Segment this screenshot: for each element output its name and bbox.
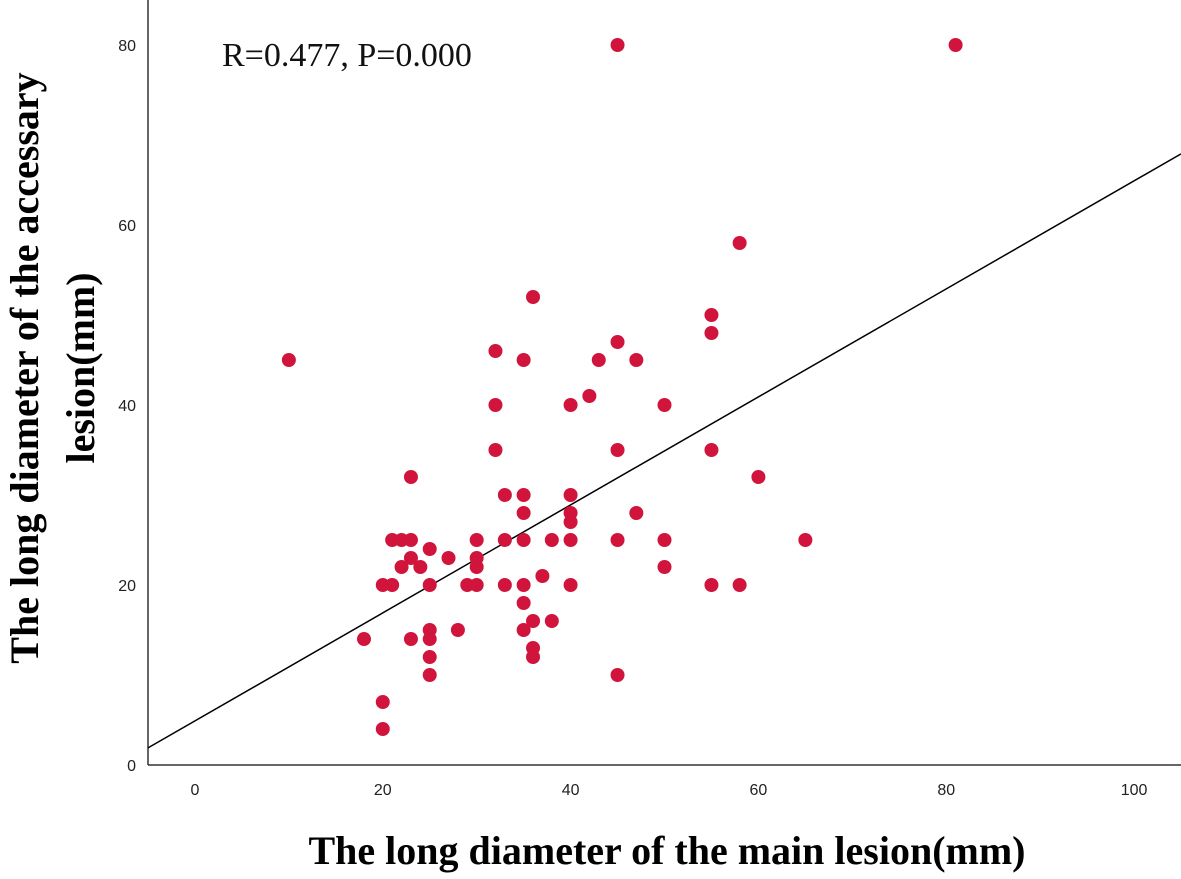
data-point (497, 578, 512, 592)
data-point (450, 623, 465, 637)
data-point (629, 353, 644, 367)
data-point (535, 569, 550, 583)
data-point (563, 488, 578, 502)
regression-line (147, 153, 1181, 749)
x-tick-label: 100 (1121, 782, 1148, 799)
data-point (704, 326, 719, 340)
data-point (422, 650, 437, 664)
data-point (488, 398, 503, 412)
data-point (563, 515, 578, 529)
data-point (422, 542, 437, 556)
data-point (563, 398, 578, 412)
data-point (657, 398, 672, 412)
data-point (488, 443, 503, 457)
data-point (394, 560, 409, 574)
data-point (356, 632, 371, 646)
y-tick-labels: 0 20 40 60 80 (118, 38, 136, 775)
data-point (657, 560, 672, 574)
data-point (375, 695, 390, 709)
y-tick-label: 80 (118, 38, 136, 55)
data-point (732, 236, 747, 250)
data-point (403, 632, 418, 646)
data-point (948, 38, 963, 52)
x-tick-label: 80 (937, 782, 955, 799)
data-point (610, 443, 625, 457)
data-point (441, 551, 456, 565)
y-tick-label: 60 (118, 218, 136, 235)
data-point (610, 533, 625, 547)
data-point (422, 668, 437, 682)
data-point (563, 533, 578, 547)
data-point (403, 533, 418, 547)
data-point (516, 533, 531, 547)
data-point (403, 551, 418, 565)
data-point (657, 533, 672, 547)
data-point (469, 560, 484, 574)
data-point (422, 632, 437, 646)
data-points (281, 38, 963, 736)
axes (147, 0, 1181, 766)
data-point (375, 722, 390, 736)
data-point (526, 290, 541, 304)
data-point (516, 578, 531, 592)
y-axis-title-line-1: The long diameter of the accessary (2, 72, 47, 663)
data-point (704, 308, 719, 322)
data-point (563, 578, 578, 592)
data-point (497, 533, 512, 547)
data-point (732, 578, 747, 592)
x-tick-label: 0 (191, 782, 200, 799)
correlation-annotation: R=0.477, P=0.000 (222, 37, 472, 74)
data-point (422, 578, 437, 592)
data-point (629, 506, 644, 520)
data-point (798, 533, 813, 547)
data-point (516, 623, 531, 637)
data-point (704, 443, 719, 457)
data-point (610, 335, 625, 349)
data-point (403, 470, 418, 484)
x-tick-label: 60 (750, 782, 768, 799)
x-axis-title: The long diameter of the main lesion(mm) (309, 828, 1026, 873)
data-point (610, 38, 625, 52)
data-point (544, 614, 559, 628)
data-point (526, 614, 541, 628)
data-point (488, 344, 503, 358)
data-point (591, 353, 606, 367)
data-point (516, 353, 531, 367)
y-axis-title-line-2: lesion(mm) (58, 272, 103, 463)
y-tick-label: 0 (127, 758, 136, 775)
y-tick-label: 20 (118, 578, 136, 595)
data-point (610, 668, 625, 682)
data-point (281, 353, 296, 367)
x-tick-label: 40 (562, 782, 580, 799)
data-point (516, 506, 531, 520)
data-point (469, 533, 484, 547)
data-point (413, 560, 428, 574)
data-point (526, 650, 541, 664)
data-point (704, 578, 719, 592)
data-point (516, 488, 531, 502)
x-tick-label: 20 (374, 782, 392, 799)
data-point (385, 578, 400, 592)
data-point (544, 533, 559, 547)
data-point (469, 578, 484, 592)
data-point (497, 488, 512, 502)
data-point (751, 470, 766, 484)
x-tick-labels: 0 20 40 60 80 100 (191, 782, 1148, 799)
data-point (516, 596, 531, 610)
y-tick-label: 40 (118, 398, 136, 415)
data-point (582, 389, 597, 403)
